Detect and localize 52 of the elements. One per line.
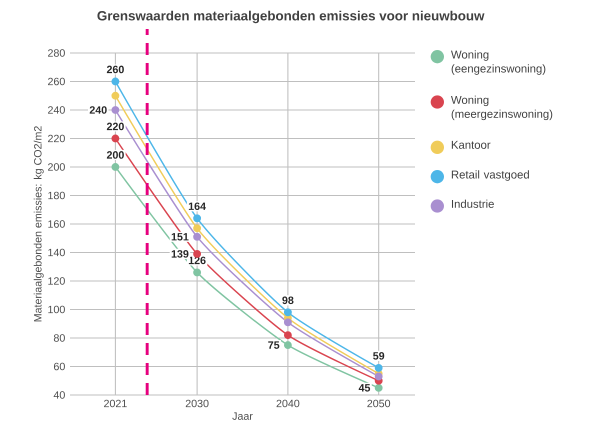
x-tick-label: 2030 [186, 400, 209, 408]
point [111, 92, 120, 100]
y-tick-label: 280 [48, 49, 65, 57]
point [111, 106, 120, 114]
point [284, 331, 292, 340]
data-label: 164 [188, 202, 206, 210]
y-tick-label: 80 [54, 334, 65, 342]
data-label: 75 [268, 341, 280, 349]
data-label: 59 [373, 352, 384, 360]
data-label: 260 [106, 66, 124, 74]
point [374, 364, 383, 372]
point [374, 384, 383, 392]
x-tick-label: 2050 [367, 400, 390, 408]
x-tick-label: 2040 [276, 400, 300, 408]
point [193, 224, 202, 232]
y-tick-label: 60 [54, 362, 65, 370]
y-tick-label: 220 [48, 134, 65, 142]
point [374, 372, 383, 380]
y-tick-label: 100 [48, 306, 65, 314]
data-label: 151 [172, 233, 189, 241]
point [284, 341, 292, 350]
point [193, 268, 202, 276]
legend-label: Retail vastgoed [452, 170, 529, 181]
point [111, 78, 120, 86]
y-tick-label: 200 [48, 163, 65, 171]
data-label: 220 [106, 122, 124, 130]
legend-label: Woning (eengezinswoning) [450, 50, 546, 75]
data-label: 98 [282, 296, 294, 304]
point [284, 318, 292, 326]
y-tick-label: 260 [48, 78, 65, 86]
point [284, 308, 292, 316]
x-tick-label: 2021 [104, 400, 127, 408]
data-label: 200 [106, 151, 124, 159]
point [111, 134, 120, 142]
y-tick-label: 40 [54, 391, 65, 399]
chart-title: Grenswaarden materiaalgebonden emissies voor nieuwbouw [97, 10, 484, 24]
legend-label: Industrie [452, 200, 494, 208]
y-tick-label: 240 [48, 106, 65, 114]
point [193, 232, 202, 241]
data-label: 139 [172, 250, 188, 258]
y-tick-label: 160 [48, 220, 65, 228]
y-tick-label: 180 [48, 192, 65, 200]
data-label: 240 [90, 106, 107, 114]
y-tick-label: 140 [48, 248, 65, 256]
y-tick-label: 120 [48, 277, 65, 285]
data-label: 45 [358, 384, 370, 392]
legend-label: Woning (meergezinswoning) [450, 96, 552, 120]
x-axis-title: Jaar [232, 412, 253, 420]
legend-label: Kantoor [452, 140, 490, 149]
point [111, 163, 120, 171]
y-axis-title: Materiaalgebonden emissies: kg CO2/m2 [34, 126, 44, 322]
point [193, 214, 202, 222]
